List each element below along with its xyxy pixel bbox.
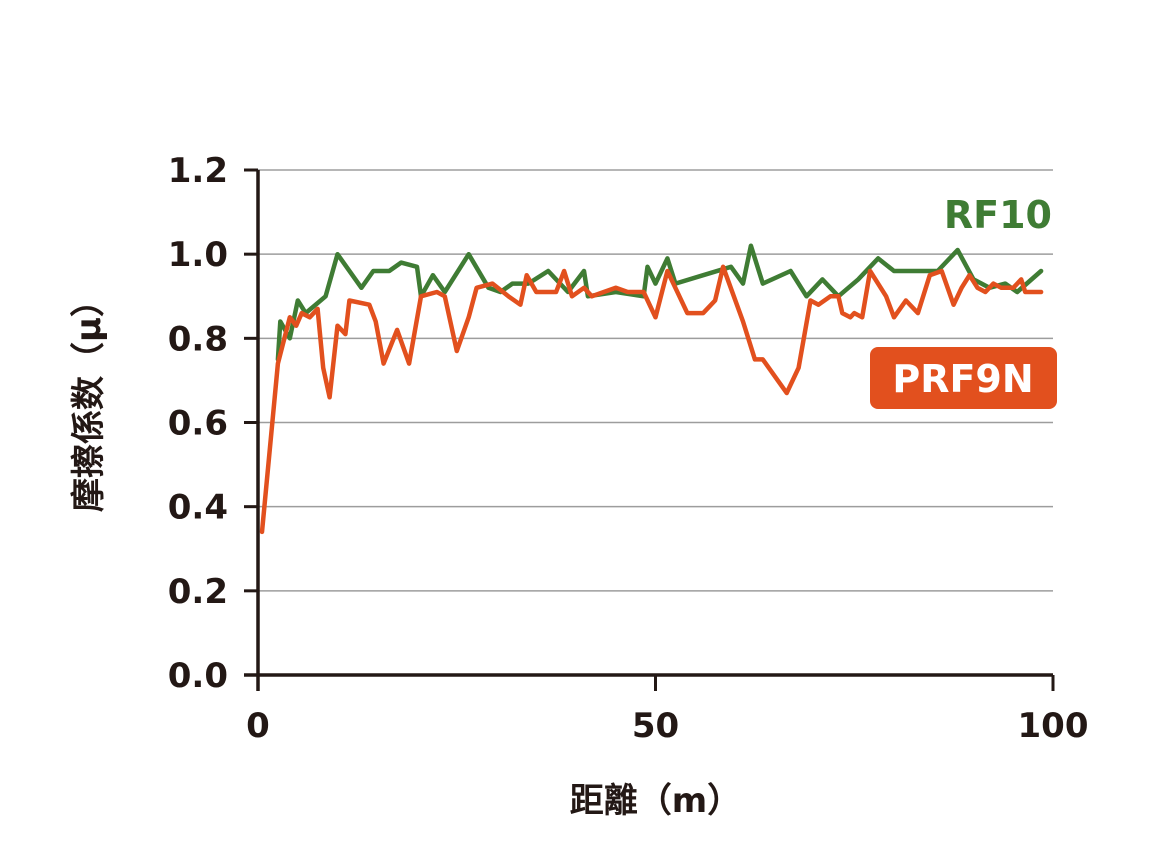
series-badge-prf9n	[870, 347, 1057, 409]
plot-area	[259, 243, 1044, 535]
gridlines	[258, 169, 1053, 592]
x-axis-title: 距離（m）	[570, 781, 741, 821]
series-label-rf10: RF10	[944, 193, 1052, 237]
y-tick-label: 0.4	[168, 488, 228, 528]
y-tick-label: 0.2	[168, 572, 228, 612]
y-tick-label: 1.0	[168, 235, 228, 275]
x-tick-label: 100	[1018, 706, 1089, 746]
y-tick-label: 0.8	[168, 319, 228, 359]
y-tick-label: 1.2	[168, 151, 228, 191]
x-tick-label: 0	[246, 706, 270, 746]
tick-labels: 0.0 0.2 0.4 0.6 0.8 1.0 1.2 0 50 100	[168, 151, 1089, 746]
x-tick-label: 50	[632, 706, 679, 746]
axes	[244, 168, 1055, 691]
series-label-prf9n: PRF9N	[892, 357, 1033, 401]
series-line-rf10	[275, 243, 1044, 362]
series-labels: RF10 PRF9N	[870, 193, 1057, 409]
y-tick-label: 0.6	[168, 404, 228, 444]
y-axis-title: 摩擦係数（μ）	[69, 283, 109, 512]
series-line-prf9n	[259, 264, 1044, 535]
y-tick-label: 0.0	[168, 656, 228, 696]
